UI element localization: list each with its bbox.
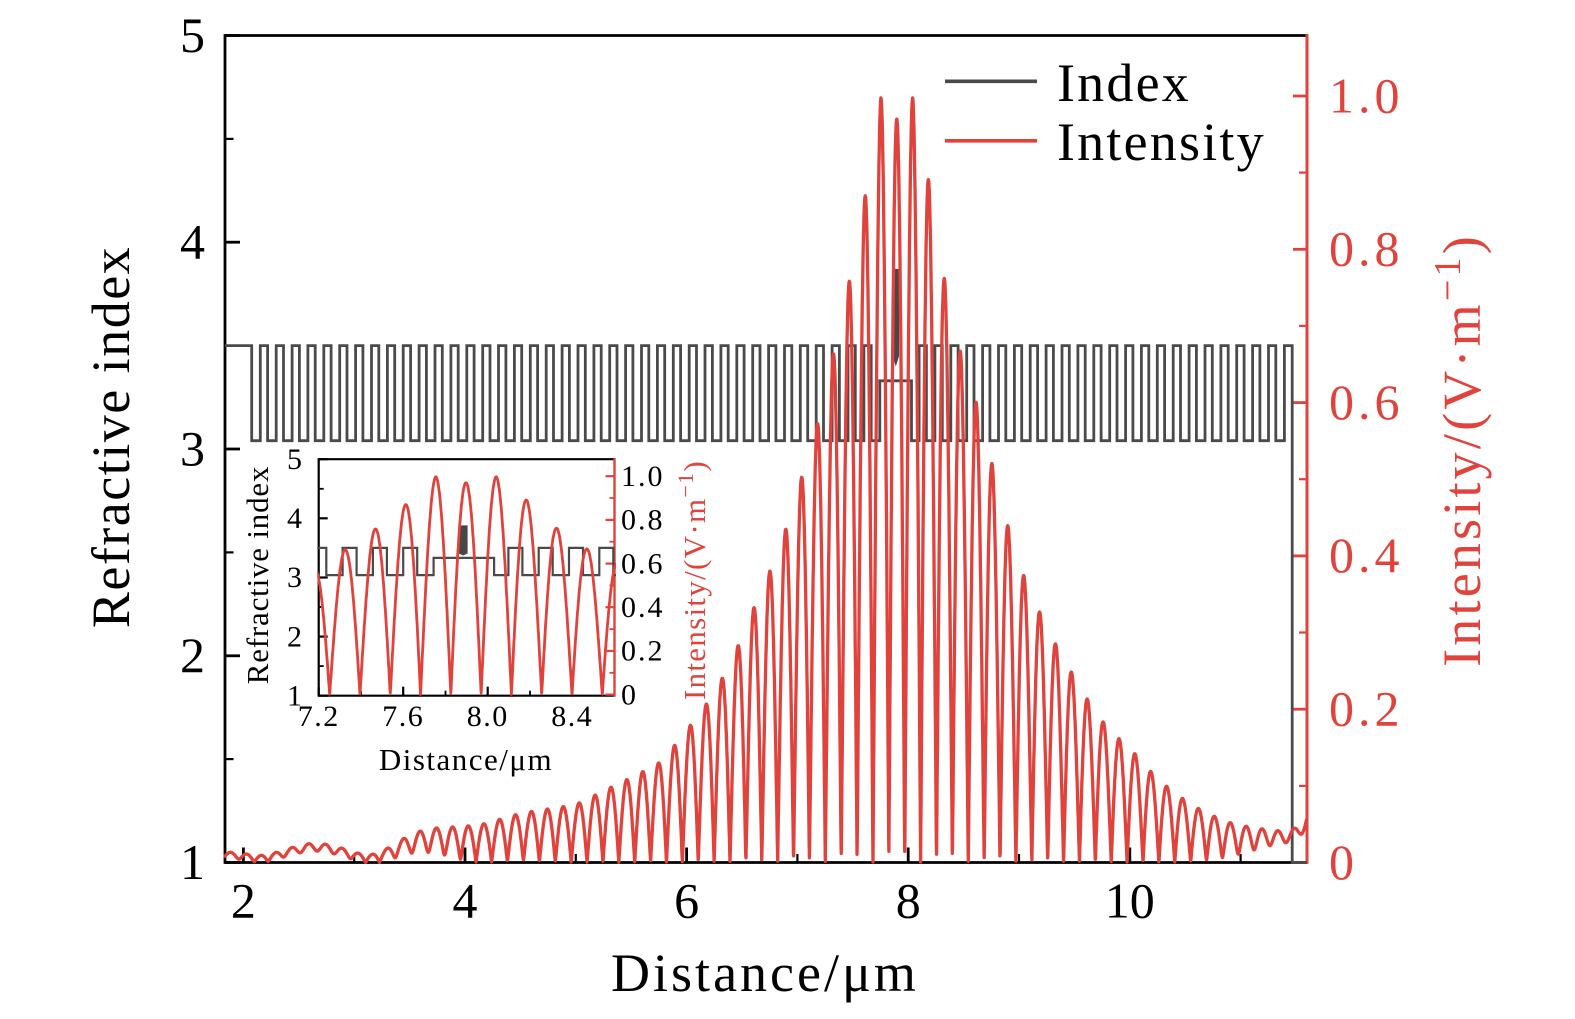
svg-text:0.2: 0.2	[1329, 681, 1404, 737]
svg-text:Refractive index: Refractive index	[81, 246, 141, 628]
svg-text:8: 8	[896, 873, 921, 929]
svg-text:2: 2	[287, 620, 302, 653]
svg-text:0: 0	[1329, 834, 1358, 890]
svg-text:0.2: 0.2	[621, 635, 665, 668]
svg-text:Refractive index: Refractive index	[240, 466, 275, 685]
svg-text:4: 4	[287, 502, 302, 535]
svg-text:3: 3	[287, 561, 302, 594]
svg-text:6: 6	[674, 873, 699, 929]
svg-text:0: 0	[621, 678, 638, 711]
svg-text:2: 2	[231, 873, 256, 929]
svg-text:7.6: 7.6	[382, 700, 424, 733]
svg-text:8.4: 8.4	[551, 700, 593, 733]
svg-text:1: 1	[180, 834, 205, 890]
svg-text:Index: Index	[1057, 53, 1191, 113]
svg-text:0.8: 0.8	[1329, 221, 1404, 277]
svg-text:1.0: 1.0	[621, 460, 665, 493]
svg-text:0.6: 0.6	[1329, 374, 1404, 430]
svg-text:7.2: 7.2	[298, 700, 340, 733]
svg-text:0.4: 0.4	[1329, 527, 1404, 583]
svg-text:1.0: 1.0	[1329, 67, 1404, 123]
svg-text:3: 3	[180, 420, 205, 476]
svg-text:Intensity: Intensity	[1057, 112, 1266, 172]
svg-text:5: 5	[180, 7, 205, 63]
svg-text:2: 2	[180, 627, 205, 683]
svg-text:Distance/μm: Distance/μm	[379, 742, 553, 777]
svg-text:0.4: 0.4	[621, 591, 665, 624]
svg-text:4: 4	[453, 873, 478, 929]
svg-text:0.8: 0.8	[621, 504, 665, 537]
svg-text:5: 5	[287, 443, 302, 476]
svg-text:10: 10	[1105, 873, 1155, 929]
svg-text:8.0: 8.0	[467, 700, 509, 733]
svg-text:Intensity/(V·m−1): Intensity/(V·m−1)	[1427, 233, 1492, 667]
svg-text:Distance/μm: Distance/μm	[611, 943, 919, 1003]
svg-text:4: 4	[180, 214, 205, 270]
svg-text:Intensity/(V·m−1): Intensity/(V·m−1)	[673, 460, 712, 700]
svg-text:0.6: 0.6	[621, 547, 665, 580]
svg-text:1: 1	[287, 680, 302, 713]
